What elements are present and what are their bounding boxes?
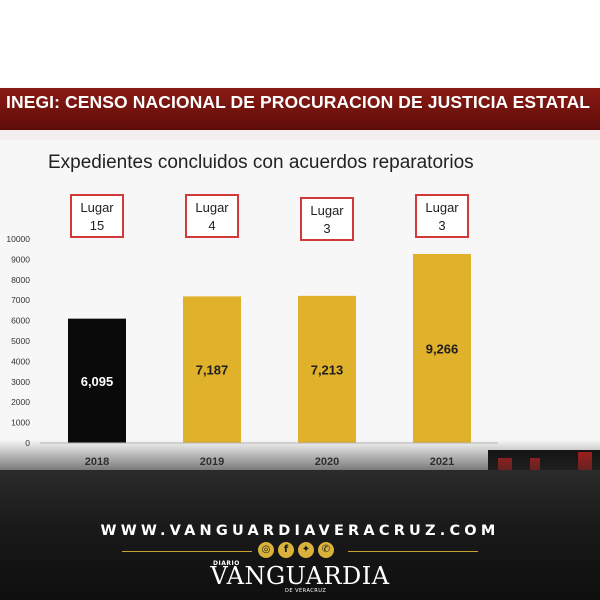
- ranking-value: 4: [208, 218, 215, 233]
- value-labels: 6,095 7,187 7,213 9,266: [81, 341, 459, 388]
- y-tick-label: 2000: [11, 397, 30, 407]
- chart-title: Expedientes concluidos con acuerdos repa…: [48, 152, 474, 173]
- twitter-icon[interactable]: ✦: [298, 542, 314, 558]
- y-axis-ticks: 0100020003000400050006000700080009000100…: [6, 234, 30, 448]
- bar-value-label: 7,187: [196, 363, 229, 378]
- ranking-box: [415, 194, 469, 238]
- y-tick-label: 6000: [11, 316, 30, 326]
- banner-shadow: [0, 130, 600, 140]
- bar: [183, 296, 241, 443]
- social-icons: ◎ f ✦ ✆: [258, 542, 334, 558]
- ranking-box: [185, 194, 239, 238]
- y-tick-label: 9000: [11, 254, 30, 264]
- y-tick-label: 3000: [11, 377, 30, 387]
- ranking-label: Lugar: [425, 200, 459, 215]
- y-tick-label: 5000: [11, 336, 30, 346]
- logo-name: VANGUARDIA: [210, 562, 390, 590]
- ranking-value: 3: [323, 221, 330, 236]
- top-margin: [0, 0, 600, 88]
- footer: [0, 470, 600, 600]
- y-tick-label: 1000: [11, 418, 30, 428]
- whatsapp-icon[interactable]: ✆: [318, 542, 334, 558]
- ranking-label: Lugar: [310, 203, 344, 218]
- y-tick-label: 4000: [11, 356, 30, 366]
- ranking-value: 3: [438, 218, 445, 233]
- bar: [413, 253, 471, 443]
- bar: [68, 318, 126, 443]
- bar-value-label: 6,095: [81, 374, 114, 389]
- ranking-box: [70, 194, 124, 238]
- logo-suffix: DE VERACRUZ: [285, 588, 327, 594]
- footer-rule-right: [348, 551, 478, 552]
- bar-value-label: 7,213: [311, 362, 344, 377]
- ranking-boxes: Lugar 15 Lugar 4 Lugar 3 Lugar 3: [70, 194, 469, 241]
- facebook-icon[interactable]: f: [278, 542, 294, 558]
- ranking-box: [300, 197, 354, 241]
- y-tick-label: 7000: [11, 295, 30, 305]
- bar-value-label: 9,266: [426, 341, 459, 356]
- bars: [68, 253, 471, 443]
- ranking-label: Lugar: [80, 200, 114, 215]
- ranking-label: Lugar: [195, 200, 229, 215]
- y-tick-label: 8000: [11, 275, 30, 285]
- header-banner: INEGI: CENSO NACIONAL DE PROCURACION DE …: [0, 88, 600, 130]
- instagram-icon[interactable]: ◎: [258, 542, 274, 558]
- logo-prefix: DIARIO: [213, 560, 240, 567]
- ranking-value: 15: [90, 218, 104, 233]
- bar: [298, 295, 356, 443]
- footer-rule-left: [122, 551, 252, 552]
- banner-title: INEGI: CENSO NACIONAL DE PROCURACION DE …: [6, 92, 591, 112]
- y-tick-label: 10000: [6, 234, 30, 244]
- site-url[interactable]: WWW.VANGUARDIAVERACRUZ.COM: [100, 523, 500, 539]
